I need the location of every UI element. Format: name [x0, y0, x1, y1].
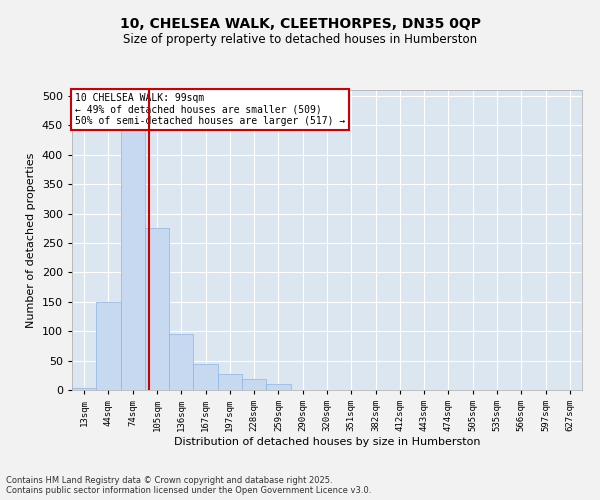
Bar — [145, 228, 169, 390]
Text: 10 CHELSEA WALK: 99sqm
← 49% of detached houses are smaller (509)
50% of semi-de: 10 CHELSEA WALK: 99sqm ← 49% of detached… — [74, 93, 345, 126]
Bar — [218, 374, 242, 390]
Bar — [121, 114, 145, 390]
X-axis label: Distribution of detached houses by size in Humberston: Distribution of detached houses by size … — [174, 437, 480, 447]
Bar — [193, 364, 218, 390]
Bar — [96, 302, 121, 390]
Bar — [169, 334, 193, 390]
Text: 10, CHELSEA WALK, CLEETHORPES, DN35 0QP: 10, CHELSEA WALK, CLEETHORPES, DN35 0QP — [119, 18, 481, 32]
Bar — [72, 388, 96, 390]
Text: Contains HM Land Registry data © Crown copyright and database right 2025.
Contai: Contains HM Land Registry data © Crown c… — [6, 476, 371, 495]
Text: Size of property relative to detached houses in Humberston: Size of property relative to detached ho… — [123, 32, 477, 46]
Bar — [242, 380, 266, 390]
Y-axis label: Number of detached properties: Number of detached properties — [26, 152, 36, 328]
Bar — [266, 384, 290, 390]
